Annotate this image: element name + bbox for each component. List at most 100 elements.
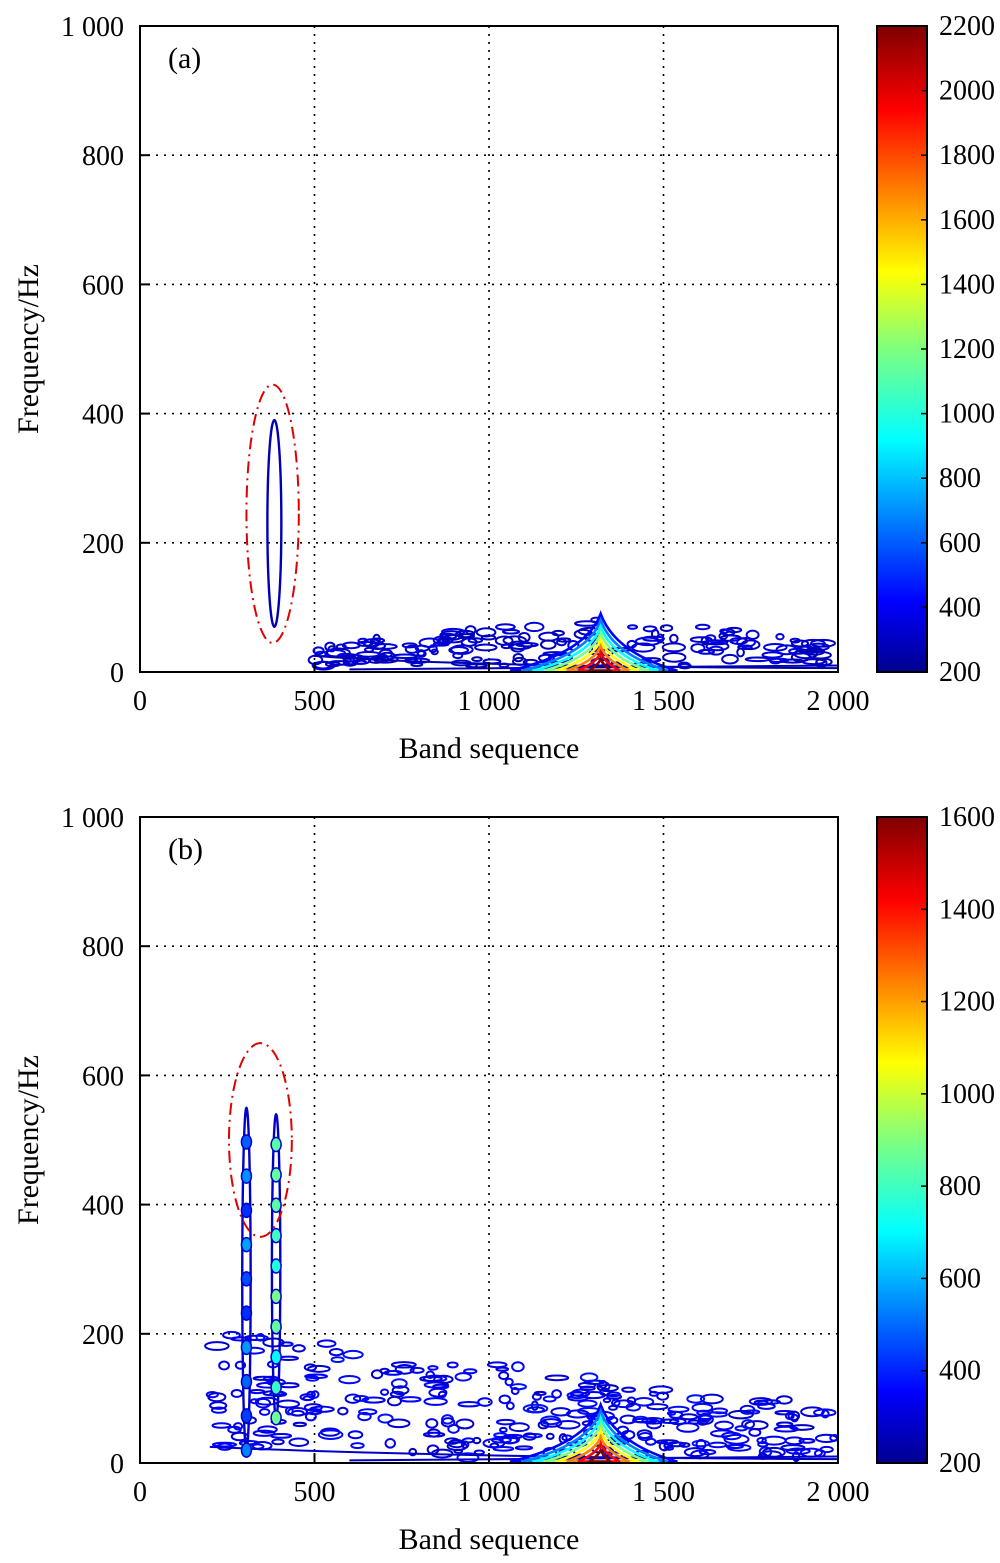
contour-line bbox=[304, 1373, 329, 1380]
contour-line bbox=[327, 645, 336, 653]
contour-line bbox=[763, 642, 788, 652]
contour-line bbox=[343, 655, 359, 666]
contour-line bbox=[736, 637, 756, 648]
contour-line bbox=[306, 1390, 316, 1399]
panel-label: (b) bbox=[168, 833, 203, 866]
contour-line bbox=[386, 1395, 403, 1407]
contour-line bbox=[240, 1168, 253, 1184]
y-tick-label: 1 000 bbox=[61, 12, 124, 43]
contour-line bbox=[532, 622, 659, 672]
contour-line bbox=[659, 1418, 680, 1424]
contour-line bbox=[292, 1421, 307, 1428]
contour-line bbox=[780, 1444, 806, 1452]
contour-line bbox=[441, 1414, 454, 1425]
contour-line bbox=[480, 634, 497, 641]
contour-line bbox=[240, 1339, 253, 1356]
contour-line bbox=[723, 1433, 750, 1445]
y-axis-label: Frequency/Hz bbox=[12, 264, 45, 434]
contour-line bbox=[270, 1288, 282, 1305]
colorbar-tick-label: 200 bbox=[939, 657, 981, 688]
contour-line bbox=[644, 1437, 657, 1446]
contour-line bbox=[585, 655, 614, 672]
colorbar-tick-label: 400 bbox=[939, 592, 981, 623]
contour-line bbox=[502, 628, 521, 635]
contour-line bbox=[642, 625, 658, 633]
contour-line bbox=[820, 1409, 830, 1419]
y-tick-label: 400 bbox=[82, 400, 124, 431]
contour-line bbox=[240, 1202, 253, 1219]
contour-line bbox=[292, 1344, 306, 1353]
colorbar-tick-label: 1600 bbox=[939, 802, 995, 833]
colorbar-tick-label: 800 bbox=[939, 463, 981, 494]
contour-line bbox=[626, 639, 638, 649]
colorbar-tick-label: 200 bbox=[939, 1448, 981, 1479]
contour-line bbox=[683, 1447, 707, 1458]
contour-line bbox=[391, 1385, 410, 1396]
contour-line bbox=[270, 1227, 282, 1244]
contour-line bbox=[736, 647, 745, 658]
contour-line bbox=[472, 1436, 482, 1445]
contour-line bbox=[761, 1435, 787, 1446]
contour-line bbox=[390, 1361, 417, 1369]
contour-line bbox=[785, 1447, 811, 1455]
contour-line bbox=[661, 642, 686, 653]
y-tick-label: 0 bbox=[110, 1449, 124, 1480]
contour-line bbox=[740, 639, 761, 651]
contour-line bbox=[511, 1361, 525, 1373]
contour-line bbox=[450, 644, 474, 655]
contour-line bbox=[543, 1420, 650, 1463]
contour-line bbox=[309, 1405, 335, 1413]
colorbar-tick-label: 1400 bbox=[939, 894, 995, 925]
contour-line bbox=[810, 638, 836, 648]
contour-line bbox=[641, 1416, 666, 1425]
contour-line bbox=[352, 1395, 370, 1402]
contour-line bbox=[814, 1433, 838, 1444]
contour-line bbox=[775, 644, 798, 656]
contour-line bbox=[551, 1389, 562, 1399]
contour-line bbox=[258, 1408, 271, 1416]
contour-line bbox=[471, 656, 483, 662]
contour-line bbox=[741, 1419, 756, 1430]
contour-line bbox=[350, 1442, 365, 1449]
contour-line bbox=[524, 621, 545, 633]
contour-line bbox=[522, 1432, 537, 1441]
contour-line bbox=[355, 650, 382, 658]
contour-line bbox=[392, 653, 419, 660]
y-axis-label: Frequency/Hz bbox=[12, 1055, 45, 1225]
x-tick-label: 1 500 bbox=[632, 1477, 695, 1508]
y-tick-label: 200 bbox=[82, 1320, 124, 1351]
contour-line bbox=[790, 652, 811, 663]
contour-line bbox=[233, 1422, 244, 1431]
y-tick-label: 800 bbox=[82, 141, 124, 172]
x-tick-label: 1 000 bbox=[458, 1477, 521, 1508]
colorbar-tick-label: 1800 bbox=[939, 140, 995, 171]
contour-line bbox=[271, 1438, 285, 1446]
contour-line bbox=[270, 1410, 282, 1426]
contour-line bbox=[495, 1418, 516, 1426]
contour-line bbox=[211, 1422, 232, 1429]
x-tick-label: 2 000 bbox=[807, 686, 870, 717]
contour-line bbox=[252, 1429, 276, 1437]
contour-line bbox=[532, 1413, 659, 1463]
contour-line bbox=[338, 1375, 361, 1385]
contour-line bbox=[662, 651, 687, 663]
contour-line bbox=[705, 641, 730, 652]
contour-line bbox=[577, 1399, 598, 1408]
contour-line bbox=[773, 1425, 800, 1433]
contour-line bbox=[357, 637, 369, 645]
contour-line bbox=[240, 1442, 253, 1458]
x-axis-label: Band sequence bbox=[399, 732, 580, 765]
contour-line bbox=[698, 1448, 717, 1456]
contour-line bbox=[540, 1418, 563, 1428]
contour-line bbox=[761, 651, 784, 659]
colorbar-tick-label: 1400 bbox=[939, 269, 995, 300]
contour-line bbox=[422, 1431, 446, 1438]
contour-line bbox=[498, 1394, 512, 1405]
contour-line bbox=[288, 1437, 310, 1447]
chart-panel-a: 0 500 1 000 1 500 2 000 0 200 400 600 800 1 000 Ban… bbox=[12, 11, 995, 765]
y-tick-label: 1 000 bbox=[61, 803, 124, 834]
contour-line bbox=[577, 648, 621, 672]
contour-line bbox=[719, 628, 730, 634]
contour-line bbox=[728, 1409, 754, 1420]
contour-line bbox=[357, 1411, 372, 1422]
